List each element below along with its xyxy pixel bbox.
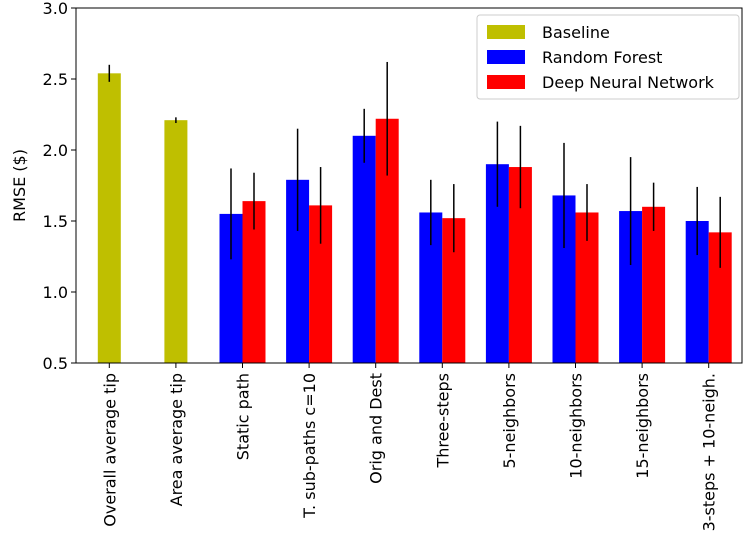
bars-layer xyxy=(97,73,732,364)
bar-deep-neural-network xyxy=(508,167,532,363)
y-tick-label: 3.0 xyxy=(43,0,68,18)
legend-swatch xyxy=(487,75,525,89)
bar-random-forest xyxy=(685,221,709,363)
bar-random-forest xyxy=(419,212,443,363)
x-tick-label: Overall average tip xyxy=(100,373,119,527)
x-axis: Overall average tip Area average tip Stati… xyxy=(100,363,719,531)
x-tick-label: 15-neighbors xyxy=(633,373,652,479)
legend-box xyxy=(476,14,740,100)
bar-random-forest xyxy=(352,135,376,363)
bar-random-forest xyxy=(219,213,243,363)
x-tick-label: Orig and Dest xyxy=(367,373,386,484)
x-tick-label: 10-neighbors xyxy=(567,373,586,479)
bar-baseline xyxy=(164,120,188,364)
x-tick-label: Static path xyxy=(234,373,253,460)
bar-baseline xyxy=(97,73,121,363)
legend: Baseline Random Forest Deep Neural Network xyxy=(476,14,740,100)
error-bars-layer xyxy=(108,61,721,268)
bar-random-forest xyxy=(286,179,310,363)
bar-deep-neural-network xyxy=(309,205,333,363)
x-tick-label: 5-neighbors xyxy=(500,373,519,469)
y-axis-label: RMSE ($) xyxy=(10,149,29,222)
legend-label: Baseline xyxy=(542,23,610,42)
legend-label: Random Forest xyxy=(542,48,662,67)
bar-deep-neural-network xyxy=(642,206,666,363)
bar-random-forest xyxy=(619,211,643,363)
bar-random-forest xyxy=(552,195,576,363)
bar-deep-neural-network xyxy=(575,212,599,363)
x-tick-label: T. sub-paths c=10 xyxy=(300,373,319,519)
bar-deep-neural-network xyxy=(708,232,732,363)
y-tick-label: 1.5 xyxy=(43,212,68,231)
legend-swatch xyxy=(487,25,525,39)
plot-frame xyxy=(75,7,743,364)
bar-deep-neural-network xyxy=(242,201,266,363)
y-tick-label: 1.0 xyxy=(43,283,68,302)
y-tick-label: 2.0 xyxy=(43,141,68,160)
x-tick-label: 3-steps + 10-neigh. xyxy=(700,373,719,531)
y-axis: 0.5 1.0 1.5 2.0 2.5 3.0 xyxy=(43,0,76,373)
y-tick-label: 2.5 xyxy=(43,70,68,89)
bar-deep-neural-network xyxy=(442,218,466,363)
x-tick-label: Area average tip xyxy=(167,373,186,506)
y-tick-label: 0.5 xyxy=(43,354,68,373)
legend-label: Deep Neural Network xyxy=(542,73,715,92)
bar-deep-neural-network xyxy=(375,118,399,363)
x-tick-label: Three-steps xyxy=(433,373,452,469)
bar-random-forest xyxy=(485,164,509,363)
legend-swatch xyxy=(487,50,525,64)
